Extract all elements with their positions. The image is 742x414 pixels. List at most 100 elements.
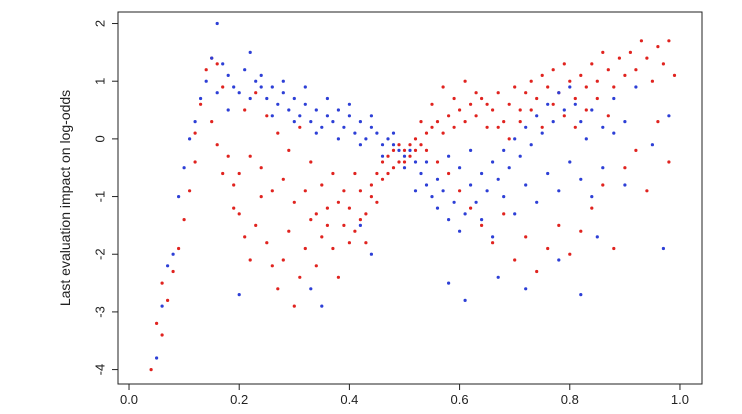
data-point xyxy=(573,96,577,101)
data-point xyxy=(182,166,186,170)
data-point xyxy=(491,241,495,245)
data-point xyxy=(155,356,159,360)
data-point xyxy=(419,143,423,147)
data-point xyxy=(303,189,307,193)
data-point xyxy=(292,304,296,308)
data-point xyxy=(221,62,225,66)
data-point xyxy=(546,171,550,176)
data-point xyxy=(248,258,252,262)
y-axis: -4 -3 -2 -1 0 1 2 xyxy=(93,20,118,375)
data-point xyxy=(331,246,335,251)
data-point xyxy=(535,96,539,101)
data-point xyxy=(193,120,197,124)
data-point xyxy=(248,154,252,158)
data-point xyxy=(491,108,495,112)
data-point xyxy=(188,137,192,141)
data-point xyxy=(491,235,495,239)
data-point xyxy=(584,108,588,112)
data-point xyxy=(551,102,555,106)
data-point xyxy=(342,223,346,227)
data-point xyxy=(480,96,484,101)
data-point xyxy=(579,120,583,124)
data-point xyxy=(546,246,550,251)
data-point xyxy=(579,229,583,233)
data-point xyxy=(452,96,456,101)
data-point xyxy=(210,120,214,124)
data-point xyxy=(601,183,605,187)
data-point xyxy=(215,21,219,26)
data-point xyxy=(590,195,594,199)
data-point xyxy=(612,96,616,101)
data-point xyxy=(474,114,478,118)
data-point xyxy=(408,154,412,158)
data-point xyxy=(667,160,671,164)
data-point xyxy=(364,212,368,216)
data-point xyxy=(171,269,175,274)
data-point xyxy=(402,166,407,170)
data-point xyxy=(309,160,313,164)
data-point xyxy=(419,171,423,176)
data-point xyxy=(441,131,445,135)
data-point xyxy=(292,200,296,204)
data-point xyxy=(502,148,506,152)
data-point xyxy=(413,160,418,164)
data-point xyxy=(590,108,594,112)
data-point xyxy=(314,212,318,216)
data-point xyxy=(513,137,517,141)
x-tick-label: 0.4 xyxy=(340,392,358,407)
data-point xyxy=(485,125,489,129)
data-point xyxy=(380,143,385,147)
y-tick-label: -2 xyxy=(93,248,108,260)
plot-frame xyxy=(117,11,703,385)
data-point xyxy=(353,171,357,176)
data-point xyxy=(391,131,396,135)
data-point xyxy=(314,264,318,268)
data-point xyxy=(502,195,506,199)
data-point xyxy=(358,218,362,222)
data-point xyxy=(325,223,329,227)
data-point xyxy=(166,298,170,302)
data-point xyxy=(634,68,638,72)
data-point xyxy=(402,154,407,158)
data-point xyxy=(540,73,544,77)
data-point xyxy=(358,223,362,227)
data-point xyxy=(347,114,351,118)
data-point xyxy=(292,96,296,101)
data-point xyxy=(595,79,599,83)
data-point xyxy=(276,102,280,106)
data-point xyxy=(424,160,429,164)
data-point xyxy=(524,235,528,239)
y-tick-label: -3 xyxy=(93,306,108,318)
data-point xyxy=(529,79,533,83)
data-point xyxy=(298,275,302,279)
data-point xyxy=(584,85,588,89)
data-point xyxy=(386,171,390,176)
data-point xyxy=(226,108,230,112)
data-point xyxy=(336,200,340,204)
data-point xyxy=(210,56,214,60)
data-point xyxy=(369,125,373,129)
data-point xyxy=(491,160,495,164)
data-point xyxy=(601,166,605,170)
data-point xyxy=(215,62,219,66)
data-point xyxy=(435,206,440,210)
data-point xyxy=(430,102,434,106)
data-point xyxy=(562,108,566,112)
data-point xyxy=(303,102,307,106)
data-point xyxy=(612,246,616,251)
data-point xyxy=(331,120,335,124)
data-point xyxy=(408,143,412,147)
data-point xyxy=(237,212,241,216)
data-point xyxy=(507,137,511,141)
data-point xyxy=(243,68,247,72)
data-point xyxy=(397,160,401,164)
data-point xyxy=(276,131,280,135)
data-point xyxy=(160,281,164,285)
data-point xyxy=(259,73,263,77)
data-point xyxy=(413,189,418,193)
data-point xyxy=(672,73,677,77)
data-point xyxy=(518,120,522,124)
data-point xyxy=(309,218,313,222)
data-point xyxy=(568,85,572,89)
data-point xyxy=(193,131,197,135)
